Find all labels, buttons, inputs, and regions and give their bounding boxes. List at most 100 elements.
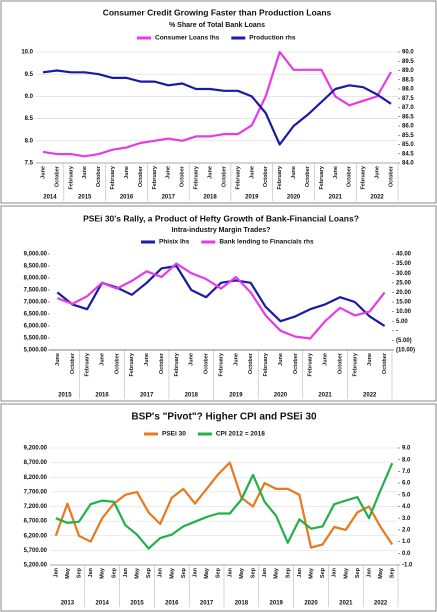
x-tick-label: May [239,567,245,579]
x-tick-label: Sep [216,567,222,578]
year-label: 2022 [374,601,388,607]
year-label: 2022 [363,393,377,399]
legend-label: Phisix lhs [159,239,190,246]
chart-subtitle: Intra-industry Margin Trades? [172,227,271,234]
series-line [56,264,386,327]
x-tick-label: May [204,567,210,579]
x-tick-label: Jan [192,567,198,577]
x-tick-label: February [110,165,116,189]
x-tick-label: October [159,352,165,374]
y-tick-label: 6,700.00 [24,519,48,525]
x-tick-label: Sep [76,567,82,578]
year-label: 2014 [43,195,57,201]
series-line [54,461,394,549]
y-tick-label: 8,700.00 [24,460,48,466]
y2-tick-label: 88.0 [402,87,414,93]
y2-tick-label: 35.00 [396,261,412,267]
y-tick-label: 6,500.00 [24,312,48,318]
y2-tick-label: (5.00) [396,338,412,344]
legend-label: PSEi 30 [162,431,186,438]
legend-label: Consumer Loans lhs [155,35,220,42]
y2-tick-label: 87.5 [402,96,414,102]
y2-tick-label: 84.0 [402,161,414,167]
y2-tick-label: 3.0 [402,516,411,522]
x-tick-label: Sep [250,567,256,578]
x-tick-label: October [293,352,299,374]
x-tick-label: Sep [320,567,326,578]
series-line [57,262,386,340]
y-tick-label: 5,200.00 [24,563,48,569]
x-tick-label: October [138,165,144,187]
x-tick-label: Jan [88,567,94,577]
year-label: 2019 [270,601,284,607]
y2-tick-label: 88.5 [402,77,414,83]
panel-border [0,205,437,402]
year-label: 2020 [304,601,318,607]
y2-tick-label: 89.5 [402,59,414,65]
y-tick-label: 9.5 [25,72,34,78]
x-tick-label: February [194,165,200,189]
x-tick-label: October [382,352,388,374]
legend-label: Production rhs [249,35,296,42]
x-tick-label: Sep [390,567,396,578]
year-label: 2019 [229,393,243,399]
x-tick-label: February [68,165,74,189]
year-label: 2021 [329,195,343,201]
y2-tick-label: 5.00 [396,319,408,325]
y2-tick-label: 2.0 [402,527,411,533]
year-label: 2013 [61,601,75,607]
x-tick-label: June [233,353,239,366]
x-tick-label: Jan [297,567,303,577]
year-label: 2015 [58,393,72,399]
y2-tick-label: 89.0 [402,68,414,74]
y2-tick-label: 86.0 [402,124,414,130]
x-tick-label: May [308,567,314,579]
x-tick-label: October [180,165,186,187]
y2-tick-label: 1.0 [402,539,411,545]
x-tick-label: May [378,567,384,579]
y2-tick-label: 84.5 [402,151,414,157]
series-line [42,69,392,146]
y-tick-label: 7,700.00 [24,489,48,495]
y-tick-label: 8.5 [25,116,34,122]
chart-title: PSEi 30's Rally, a Product of Hefty Grow… [83,213,359,223]
y-tick-label: 8,000.00 [24,276,48,282]
x-tick-label: October [54,165,60,187]
y-tick-label: 7.5 [25,161,34,167]
x-tick-label: October [388,165,394,187]
x-tick-label: June [323,353,329,366]
y2-tick-label: 15.00 [396,300,412,306]
x-tick-label: June [375,166,381,179]
series-line [55,462,394,550]
x-tick-label: June [207,166,213,179]
y-tick-label: 5,000.00 [24,348,48,354]
y2-tick-label: 20.00 [396,290,412,296]
y2-tick-label: 90.0 [402,50,414,56]
y2-tick-label: 4.0 [402,504,411,510]
x-tick-label: June [189,353,195,366]
x-tick-label: June [99,353,105,366]
x-tick-label: Sep [355,567,361,578]
y-tick-label: 5,700.00 [24,548,48,554]
year-label: 2021 [318,393,332,399]
y2-tick-label: 25.00 [396,280,412,286]
x-tick-label: October [337,352,343,374]
year-label: 2016 [165,601,179,607]
y2-tick-label: 10.00 [396,309,412,315]
x-tick-label: June [367,353,373,366]
x-tick-label: June [278,353,284,366]
y2-tick-label: 86.5 [402,114,414,120]
year-label: 2018 [185,393,199,399]
x-tick-label: June [333,166,339,179]
year-label: 2014 [96,601,110,607]
y-tick-label: 9,200.00 [24,446,48,452]
x-tick-label: Jan [53,567,59,577]
year-label: 2020 [287,195,301,201]
year-label: 2017 [162,195,176,201]
y2-tick-label: 85.5 [402,133,414,139]
x-tick-label: Jan [123,567,129,577]
x-tick-label: Jan [227,567,233,577]
x-tick-label: May [169,567,175,579]
year-label: 2018 [203,195,217,201]
x-tick-label: June [144,353,150,366]
